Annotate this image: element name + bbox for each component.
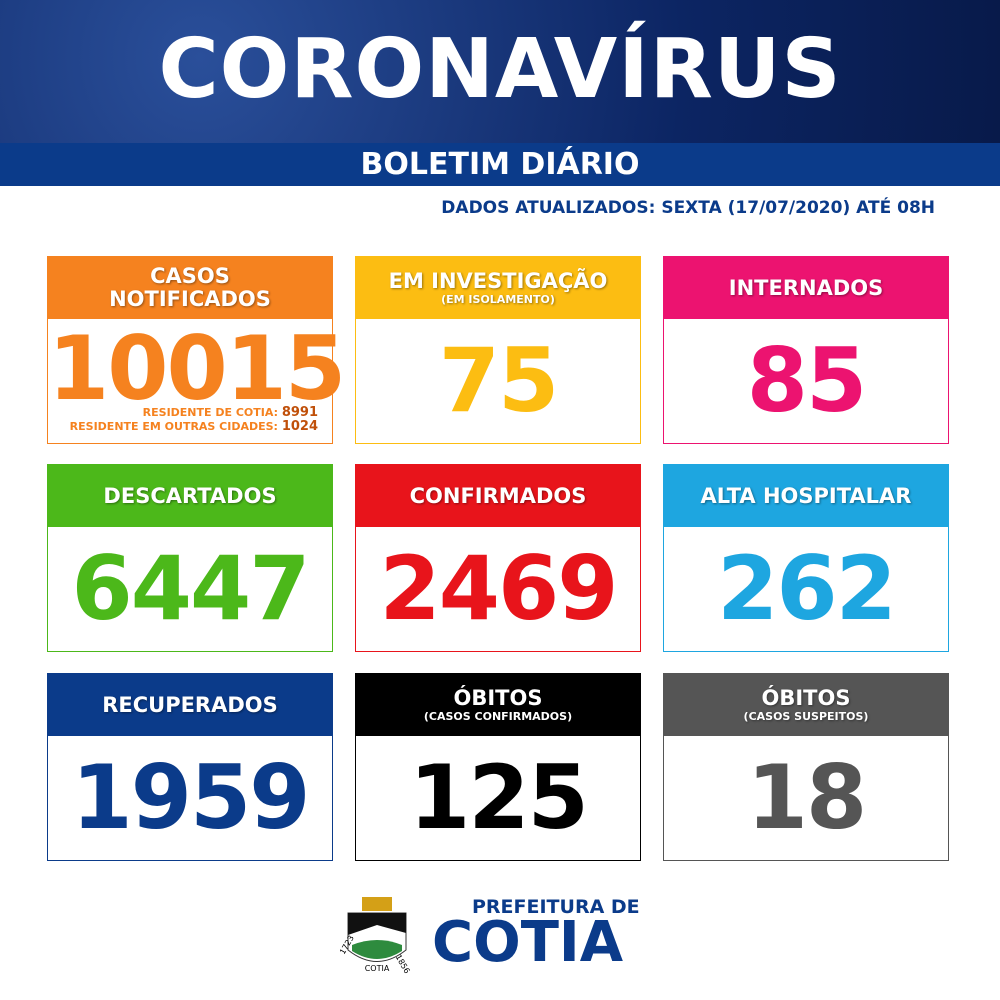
card: EM INVESTIGAÇÃO (EM ISOLAMENTO) 75 xyxy=(355,256,641,444)
card-header: DESCARTADOS xyxy=(48,465,332,527)
card: RECUPERADOS 1959 xyxy=(47,673,333,861)
crest-name: COTIA xyxy=(365,964,390,973)
date: DADOS ATUALIZADOS: SEXTA (17/07/2020) AT… xyxy=(441,198,935,218)
detail-label: RESIDENTE DE COTIA: xyxy=(142,406,278,419)
card-title: ÓBITOS xyxy=(761,686,851,710)
card-value: 125 xyxy=(409,746,589,849)
card-value: 1959 xyxy=(71,746,311,849)
card-detail: RESIDENTE EM OUTRAS CIDADES: 1024 xyxy=(70,419,318,434)
card-title: RECUPERADOS xyxy=(102,692,278,717)
card-header: ÓBITOS (CASOS CONFIRMADOS) xyxy=(356,674,640,736)
card-value: 6447 xyxy=(71,537,311,640)
card-title: EM INVESTIGAÇÃO xyxy=(388,269,608,293)
card: DESCARTADOS 6447 xyxy=(47,464,333,652)
card-subtitle: (CASOS SUSPEITOS) xyxy=(743,710,869,723)
card-value: 262 xyxy=(717,537,897,640)
title: CORONAVÍRUS xyxy=(158,22,842,117)
card: CONFIRMADOS 2469 xyxy=(355,464,641,652)
card-header: INTERNADOS xyxy=(664,257,948,319)
footer-line1: PREFEITURA DE xyxy=(472,896,640,918)
card-title: DESCARTADOS xyxy=(103,483,277,508)
detail-value: 1024 xyxy=(281,419,318,434)
card-value: 10015 xyxy=(48,317,346,420)
card-header: CASOS NOTIFICADOS xyxy=(48,257,332,319)
crest-year: 1856 xyxy=(394,953,412,975)
card: INTERNADOS 85 xyxy=(663,256,949,444)
subtitle-band xyxy=(0,143,1000,186)
card-value: 75 xyxy=(438,329,559,432)
card-value: 2469 xyxy=(379,537,619,640)
crest: 1723 1856 COTIA xyxy=(340,897,412,975)
card-detail: RESIDENTE DE COTIA: 8991 xyxy=(143,405,318,420)
detail-label: RESIDENTE EM OUTRAS CIDADES: xyxy=(69,420,278,433)
card: CASOS NOTIFICADOS 10015 RESIDENTE DE COTIA… xyxy=(47,256,346,444)
header-bg xyxy=(0,0,1000,143)
card-header: ALTA HOSPITALAR xyxy=(664,465,948,527)
card-value: 85 xyxy=(746,329,867,432)
footer-line2: COTIA xyxy=(432,910,624,975)
card-title: INTERNADOS xyxy=(728,275,884,300)
shield-top xyxy=(348,913,406,935)
subtitle: BOLETIM DIÁRIO xyxy=(360,147,640,182)
crown xyxy=(362,897,392,911)
detail-value: 8991 xyxy=(281,405,318,420)
card-header: RECUPERADOS xyxy=(48,674,332,736)
card-header: EM INVESTIGAÇÃO (EM ISOLAMENTO) xyxy=(356,257,640,319)
card-subtitle: (CASOS CONFIRMADOS) xyxy=(423,710,573,723)
card-header: ÓBITOS (CASOS SUSPEITOS) xyxy=(664,674,948,736)
card-subtitle: (EM ISOLAMENTO) xyxy=(441,293,555,306)
card-value: 18 xyxy=(746,746,867,849)
card-title: ÓBITOS xyxy=(453,686,543,710)
card-title: CONFIRMADOS xyxy=(409,483,587,508)
card: ÓBITOS (CASOS SUSPEITOS) 18 xyxy=(663,673,949,861)
card: ÓBITOS (CASOS CONFIRMADOS) 125 xyxy=(355,673,641,861)
card-header: CONFIRMADOS xyxy=(356,465,640,527)
card: ALTA HOSPITALAR 262 xyxy=(663,464,949,652)
card-title: CASOS NOTIFICADOS xyxy=(109,264,271,311)
card-title: ALTA HOSPITALAR xyxy=(700,483,912,508)
shield-green xyxy=(352,940,402,959)
